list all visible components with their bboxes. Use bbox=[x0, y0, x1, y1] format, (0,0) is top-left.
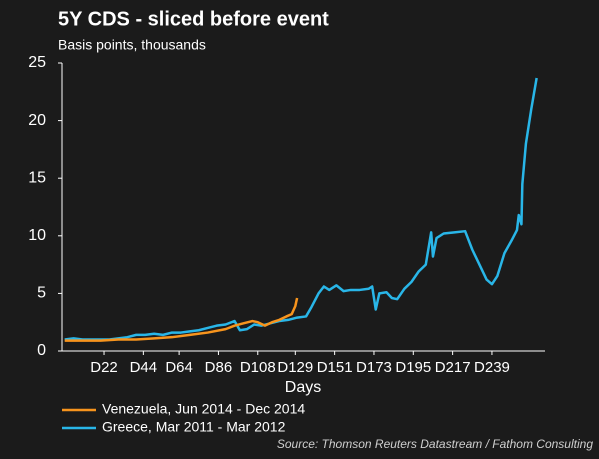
y-tick-label: 20 bbox=[28, 112, 46, 129]
x-tick-label: D108 bbox=[240, 359, 276, 376]
x-tick-label: D195 bbox=[395, 359, 431, 376]
y-tick-label: 10 bbox=[28, 227, 46, 244]
source-note: Source: Thomson Reuters Datastream / Fat… bbox=[277, 437, 593, 451]
x-tick-label: D129 bbox=[277, 359, 313, 376]
x-tick-label: D22 bbox=[90, 359, 118, 376]
legend-label: Venezuela, Jun 2014 - Dec 2014 bbox=[102, 401, 305, 417]
x-tick-label: D173 bbox=[356, 359, 392, 376]
x-tick-label: D239 bbox=[474, 359, 510, 376]
chart-title: 5Y CDS - sliced before event bbox=[58, 8, 329, 30]
x-tick-label: D64 bbox=[165, 359, 193, 376]
x-tick-label: D86 bbox=[205, 359, 233, 376]
x-axis-label: Days bbox=[285, 379, 321, 396]
x-tick-label: D217 bbox=[435, 359, 471, 376]
series-line bbox=[64, 77, 538, 341]
legend-label: Greece, Mar 2011 - Mar 2012 bbox=[102, 419, 286, 435]
y-tick-label: 25 bbox=[28, 54, 46, 71]
series-line bbox=[64, 297, 299, 342]
chart-subtitle: Basis points, thousands bbox=[58, 37, 206, 53]
y-tick-label: 15 bbox=[28, 169, 46, 186]
y-tick-label: 5 bbox=[37, 285, 46, 302]
x-tick-label: D151 bbox=[317, 359, 353, 376]
x-tick-label: D44 bbox=[130, 359, 158, 376]
y-tick-label: 0 bbox=[37, 342, 46, 359]
